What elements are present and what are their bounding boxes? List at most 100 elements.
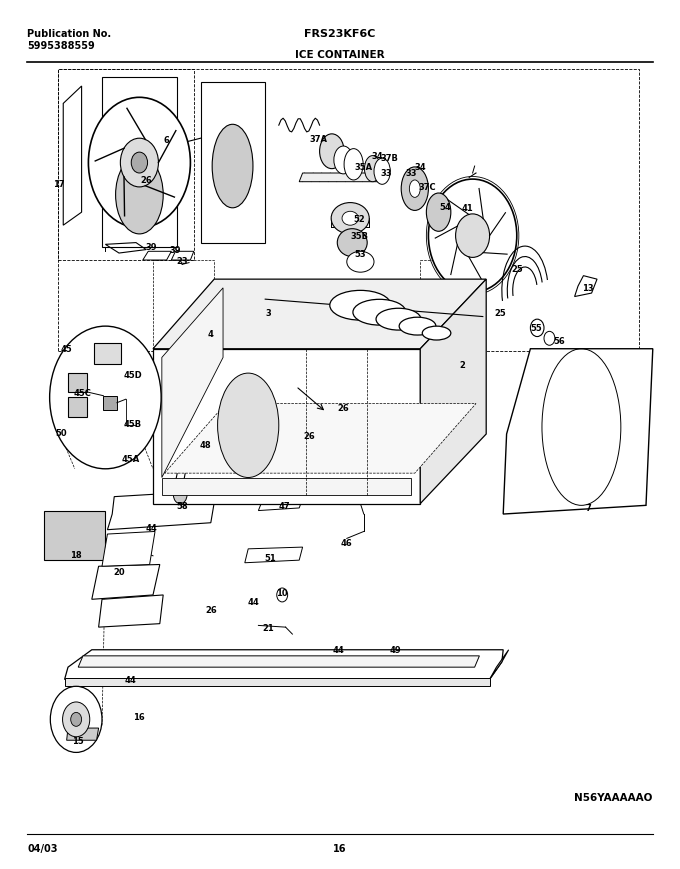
- Circle shape: [173, 487, 187, 504]
- Ellipse shape: [347, 252, 374, 273]
- Ellipse shape: [374, 159, 390, 185]
- Ellipse shape: [364, 156, 381, 182]
- Text: FRS23KF6C: FRS23KF6C: [305, 29, 375, 38]
- Circle shape: [63, 702, 90, 737]
- Text: 16: 16: [333, 843, 347, 852]
- Text: 50: 50: [55, 428, 67, 437]
- Text: 13: 13: [582, 284, 594, 293]
- Text: 26: 26: [337, 404, 350, 413]
- Polygon shape: [65, 678, 490, 687]
- Ellipse shape: [212, 125, 253, 209]
- Text: 04/03: 04/03: [27, 843, 58, 852]
- Polygon shape: [490, 650, 509, 680]
- Circle shape: [50, 327, 161, 469]
- Text: ICE CONTAINER: ICE CONTAINER: [295, 50, 385, 60]
- Ellipse shape: [353, 300, 406, 326]
- Text: 37B: 37B: [380, 154, 398, 163]
- Circle shape: [120, 139, 158, 188]
- Polygon shape: [299, 174, 384, 182]
- Polygon shape: [63, 87, 82, 226]
- Text: 45: 45: [61, 345, 73, 354]
- Bar: [103, 396, 117, 410]
- Text: 15: 15: [72, 736, 84, 745]
- Text: 44: 44: [333, 646, 345, 654]
- Text: 37C: 37C: [418, 182, 436, 191]
- Bar: [68, 398, 87, 417]
- Text: 26: 26: [303, 432, 316, 441]
- Polygon shape: [162, 478, 411, 495]
- Text: 55: 55: [530, 324, 542, 333]
- Text: 35B: 35B: [350, 232, 368, 241]
- Text: 34: 34: [414, 163, 426, 171]
- Ellipse shape: [426, 194, 451, 232]
- Polygon shape: [153, 280, 486, 349]
- Text: 10: 10: [276, 588, 288, 597]
- Text: 47: 47: [278, 501, 290, 510]
- Text: 2: 2: [460, 361, 465, 369]
- Text: 21: 21: [262, 623, 275, 632]
- Polygon shape: [107, 491, 216, 530]
- Text: 56: 56: [553, 336, 565, 345]
- Text: 34: 34: [371, 152, 384, 161]
- Polygon shape: [201, 83, 265, 243]
- Text: 26: 26: [205, 606, 217, 614]
- Ellipse shape: [401, 168, 428, 211]
- Ellipse shape: [422, 327, 451, 341]
- Text: 52: 52: [353, 215, 365, 223]
- Polygon shape: [162, 289, 223, 478]
- Bar: [94, 343, 121, 365]
- Text: 45D: 45D: [123, 371, 142, 380]
- Polygon shape: [575, 276, 597, 297]
- Ellipse shape: [342, 212, 358, 226]
- Polygon shape: [99, 595, 163, 627]
- Polygon shape: [102, 78, 177, 248]
- Text: 45C: 45C: [74, 388, 92, 397]
- Text: 44: 44: [247, 597, 259, 606]
- Polygon shape: [92, 565, 160, 600]
- Circle shape: [50, 687, 102, 753]
- Text: 33: 33: [381, 169, 392, 178]
- Bar: [68, 374, 87, 393]
- Polygon shape: [245, 547, 303, 563]
- Text: 53: 53: [354, 249, 367, 258]
- Text: 37A: 37A: [309, 135, 327, 143]
- Text: 7: 7: [585, 504, 591, 513]
- Ellipse shape: [376, 308, 421, 331]
- Text: 23: 23: [176, 256, 188, 265]
- Text: 5995388559: 5995388559: [27, 41, 95, 50]
- Text: 35A: 35A: [355, 163, 373, 171]
- Text: 48: 48: [199, 441, 211, 449]
- Circle shape: [544, 332, 555, 346]
- Text: 18: 18: [70, 550, 82, 559]
- Circle shape: [131, 153, 148, 174]
- Text: 25: 25: [511, 265, 523, 274]
- Polygon shape: [67, 728, 99, 740]
- Text: 51: 51: [265, 554, 277, 562]
- Circle shape: [428, 180, 517, 293]
- Text: 45B: 45B: [124, 420, 141, 428]
- Text: 46: 46: [341, 539, 353, 547]
- Polygon shape: [65, 650, 503, 680]
- Text: 4: 4: [208, 330, 214, 339]
- Circle shape: [71, 713, 82, 726]
- Ellipse shape: [320, 135, 344, 169]
- Text: 49: 49: [390, 646, 402, 654]
- Text: 20: 20: [113, 567, 125, 576]
- Text: 26: 26: [140, 176, 152, 185]
- Text: 16: 16: [133, 713, 146, 721]
- Text: 33: 33: [406, 169, 417, 178]
- Text: 39: 39: [170, 246, 181, 255]
- Ellipse shape: [218, 374, 279, 478]
- Polygon shape: [171, 252, 194, 261]
- Polygon shape: [503, 349, 653, 514]
- Circle shape: [456, 215, 490, 258]
- Ellipse shape: [331, 203, 369, 235]
- Text: 41: 41: [462, 204, 474, 213]
- Text: N56YAAAAAO: N56YAAAAAO: [575, 793, 653, 802]
- Text: 17: 17: [53, 180, 65, 189]
- Polygon shape: [258, 494, 305, 511]
- Ellipse shape: [344, 149, 363, 181]
- Polygon shape: [420, 280, 486, 504]
- Ellipse shape: [116, 156, 163, 235]
- Text: Publication No.: Publication No.: [27, 29, 112, 38]
